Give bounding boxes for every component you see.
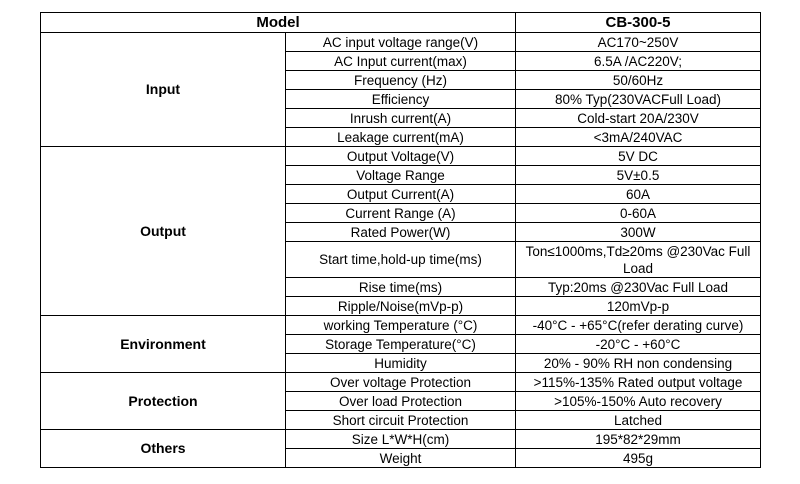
value-cell: 60A xyxy=(515,184,761,204)
table-row: Leakage current(mA) <3mA/240VAC xyxy=(41,127,761,147)
value-cell: 120mVp-p xyxy=(515,296,761,316)
value-cell: 50/60Hz xyxy=(515,70,761,90)
param-cell: Frequency (Hz) xyxy=(285,70,516,90)
table-row: Humidity 20% - 90% RH non condensing xyxy=(41,353,761,373)
value-cell: -40°C - +65°C(refer derating curve) xyxy=(515,315,761,335)
param-cell: Output Voltage(V) xyxy=(285,146,516,166)
table-row: Ripple/Noise(mVp-p) 120mVp-p xyxy=(41,296,761,316)
table-row: Efficiency 80% Typ(230VACFull Load) xyxy=(41,89,761,109)
header-row: Model CB-300-5 xyxy=(40,12,761,33)
spec-table: Model CB-300-5 Input AC input voltage ra… xyxy=(40,12,761,468)
value-cell: Cold-start 20A/230V xyxy=(515,108,761,128)
value-cell: 80% Typ(230VACFull Load) xyxy=(515,89,761,109)
param-cell: Ripple/Noise(mVp-p) xyxy=(285,296,516,316)
value-cell: Typ:20ms @230Vac Full Load xyxy=(515,277,761,297)
value-cell: 20% - 90% RH non condensing xyxy=(515,353,761,373)
table-row: Environment working Temperature (°C) -40… xyxy=(40,315,761,373)
value-cell: 6.5A /AC220V; xyxy=(515,51,761,71)
group-input: Input xyxy=(40,32,286,147)
value-cell: >105%-150% Auto recovery xyxy=(515,391,761,411)
value-cell: Ton≤1000ms,Td≥20ms @230Vac Full Load xyxy=(515,241,761,278)
value-cell: 0-60A xyxy=(515,203,761,223)
param-cell: Storage Temperature(°C) xyxy=(285,334,516,354)
group-output: Output xyxy=(40,146,286,316)
param-cell: Voltage Range xyxy=(285,165,516,185)
table-row: Over load Protection >105%-150% Auto rec… xyxy=(41,391,761,411)
param-cell: Efficiency xyxy=(285,89,516,109)
value-cell: 5V DC xyxy=(515,146,761,166)
param-cell: Rise time(ms) xyxy=(285,277,516,297)
value-cell: 195*82*29mm xyxy=(515,429,761,449)
value-cell: 495g xyxy=(515,448,761,468)
param-cell: Inrush current(A) xyxy=(285,108,516,128)
table-row: Protection Over voltage Protection >115%… xyxy=(40,372,761,430)
table-row: Short circuit Protection Latched xyxy=(41,410,761,430)
table-row: Current Range (A) 0-60A xyxy=(41,203,761,223)
param-cell: AC Input current(max) xyxy=(285,51,516,71)
value-cell: >115%-135% Rated output voltage xyxy=(515,372,761,392)
param-cell: Weight xyxy=(285,448,516,468)
table-row: Rated Power(W) 300W xyxy=(41,222,761,242)
model-label: Model xyxy=(40,12,516,33)
table-row: Weight 495g xyxy=(41,448,761,468)
table-row: Output Output Voltage(V) 5V DC xyxy=(40,146,761,316)
group-others: Others xyxy=(40,429,286,468)
param-cell: working Temperature (°C) xyxy=(285,315,516,335)
param-cell: AC input voltage range(V) xyxy=(285,32,516,52)
table-row: Input AC input voltage range(V) AC170~25… xyxy=(40,32,761,147)
param-cell: Short circuit Protection xyxy=(285,410,516,430)
model-value: CB-300-5 xyxy=(515,12,761,33)
value-cell: <3mA/240VAC xyxy=(515,127,761,147)
value-cell: 300W xyxy=(515,222,761,242)
table-row: Start time,hold-up time(ms) Ton≤1000ms,T… xyxy=(41,241,761,278)
param-cell: Start time,hold-up time(ms) xyxy=(285,241,516,278)
param-cell: Over voltage Protection xyxy=(285,372,516,392)
param-cell: Current Range (A) xyxy=(285,203,516,223)
param-cell: Output Current(A) xyxy=(285,184,516,204)
value-cell: 5V±0.5 xyxy=(515,165,761,185)
table-row: Storage Temperature(°C) -20°C - +60°C xyxy=(41,334,761,354)
param-cell: Humidity xyxy=(285,353,516,373)
param-cell: Leakage current(mA) xyxy=(285,127,516,147)
value-cell: AC170~250V xyxy=(515,32,761,52)
param-cell: Rated Power(W) xyxy=(285,222,516,242)
group-environment: Environment xyxy=(40,315,286,373)
value-cell: Latched xyxy=(515,410,761,430)
group-protection: Protection xyxy=(40,372,286,430)
table-row: Output Current(A) 60A xyxy=(41,184,761,204)
table-row: Others Size L*W*H(cm) 195*82*29mm xyxy=(40,429,761,468)
param-cell: Over load Protection xyxy=(285,391,516,411)
param-cell: Size L*W*H(cm) xyxy=(285,429,516,449)
value-cell: -20°C - +60°C xyxy=(515,334,761,354)
